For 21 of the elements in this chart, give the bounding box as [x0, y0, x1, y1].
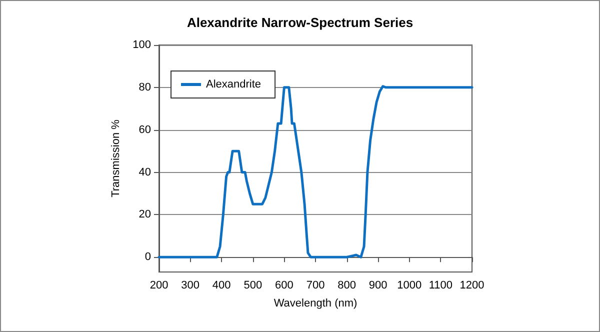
x-axis-title: Wavelength (nm) — [274, 298, 358, 310]
y-tick-label: 80 — [138, 81, 151, 94]
y-axis-title: Transmission % — [110, 119, 122, 198]
x-tick-label: 900 — [368, 280, 388, 292]
y-tick-label: 60 — [138, 124, 151, 136]
x-tick-label: 300 — [181, 280, 200, 292]
x-tick-label: 200 — [150, 280, 168, 292]
legend-label: Alexandrite — [206, 78, 262, 90]
x-tick-label: 1000 — [397, 280, 422, 292]
x-tick-label: 1100 — [428, 280, 453, 292]
x-tick-label: 600 — [275, 280, 294, 292]
x-tick-label: 400 — [212, 280, 231, 292]
chart-title: Alexandrite Narrow-Spectrum Series — [186, 15, 414, 30]
y-tick-label: 0 — [144, 251, 151, 264]
x-tick-label: 700 — [306, 280, 325, 292]
y-tick-label: 20 — [138, 208, 151, 221]
y-tick-label: 100 — [132, 39, 151, 51]
x-tick-label: 500 — [244, 280, 262, 292]
y-tick-label: 40 — [138, 166, 151, 178]
x-tick-label: 800 — [338, 280, 356, 292]
x-tick-label: 1200 — [460, 280, 484, 292]
